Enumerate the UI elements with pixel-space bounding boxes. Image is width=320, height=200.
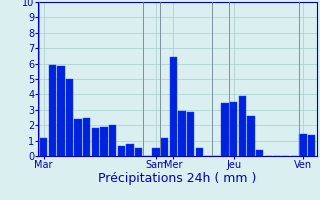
Bar xyxy=(299,134,307,156)
Bar xyxy=(135,148,142,156)
Bar xyxy=(256,150,263,156)
Bar xyxy=(66,79,73,156)
Bar xyxy=(308,135,315,156)
Bar xyxy=(126,144,134,156)
Bar xyxy=(152,148,160,156)
Bar xyxy=(109,125,116,156)
Bar xyxy=(170,57,177,156)
Bar xyxy=(178,111,186,156)
Bar xyxy=(75,119,82,156)
X-axis label: Précipitations 24h ( mm ): Précipitations 24h ( mm ) xyxy=(99,172,257,185)
Bar xyxy=(100,127,108,156)
Bar xyxy=(247,116,255,156)
Bar xyxy=(40,138,47,156)
Bar xyxy=(196,148,203,156)
Bar xyxy=(92,128,99,156)
Bar xyxy=(239,96,246,156)
Bar xyxy=(161,138,168,156)
Bar xyxy=(57,66,65,156)
Bar xyxy=(83,117,91,156)
Bar xyxy=(49,65,56,156)
Bar xyxy=(187,112,194,156)
Bar xyxy=(221,103,229,156)
Bar xyxy=(118,146,125,156)
Bar xyxy=(230,102,237,156)
